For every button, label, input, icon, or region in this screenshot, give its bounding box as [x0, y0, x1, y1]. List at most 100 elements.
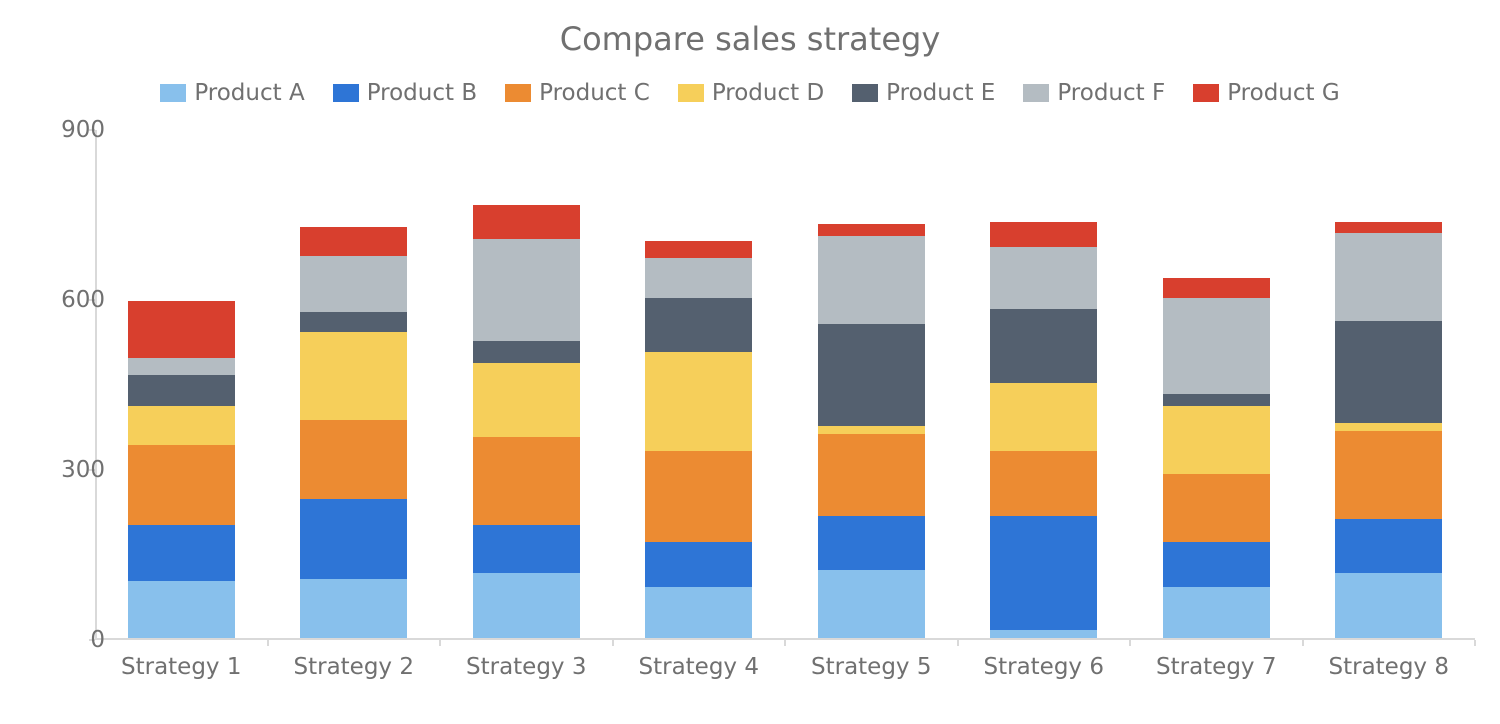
x-tick-mark [1474, 640, 1476, 646]
legend-swatch [1023, 84, 1049, 102]
bar-segment[interactable] [645, 587, 752, 638]
chart-title: Compare sales strategy [0, 20, 1500, 58]
bar-segment[interactable] [300, 499, 407, 578]
bar-segment[interactable] [300, 256, 407, 313]
x-tick-mark [784, 640, 786, 646]
bar-segment[interactable] [818, 324, 925, 426]
x-tick-mark [1129, 640, 1131, 646]
y-tick-label: 600 [35, 287, 105, 313]
bar-segment[interactable] [1163, 474, 1270, 542]
bar-segment[interactable] [645, 352, 752, 451]
bar-segment[interactable] [300, 332, 407, 420]
x-tick-label: Strategy 1 [121, 654, 242, 680]
legend-swatch [333, 84, 359, 102]
legend-label: Product G [1227, 80, 1339, 106]
bar-segment[interactable] [300, 227, 407, 255]
legend-label: Product D [712, 80, 824, 106]
bar-segment[interactable] [473, 525, 580, 573]
bar-segment[interactable] [990, 630, 1097, 639]
bar-segment[interactable] [473, 341, 580, 364]
bar-segment[interactable] [645, 241, 752, 258]
bar-segment[interactable] [1335, 423, 1442, 432]
bar-segment[interactable] [473, 205, 580, 239]
bar-segment[interactable] [1335, 431, 1442, 519]
legend-swatch [852, 84, 878, 102]
legend-label: Product C [539, 80, 650, 106]
legend-label: Product A [194, 80, 304, 106]
bar-segment[interactable] [1163, 298, 1270, 394]
bar-segment[interactable] [645, 258, 752, 298]
x-tick-mark [612, 640, 614, 646]
y-tick-label: 300 [35, 457, 105, 483]
bar-segment[interactable] [300, 312, 407, 332]
bar-segment[interactable] [1335, 573, 1442, 638]
x-tick-label: Strategy 3 [466, 654, 587, 680]
bar-segment[interactable] [128, 375, 235, 406]
legend-label: Product E [886, 80, 995, 106]
bar-segment[interactable] [1163, 542, 1270, 587]
bar-segment[interactable] [300, 420, 407, 499]
legend-item[interactable]: Product G [1193, 80, 1339, 106]
bar-segment[interactable] [990, 451, 1097, 516]
bar-segment[interactable] [1335, 233, 1442, 321]
y-axis-line [95, 130, 97, 640]
bar-segment[interactable] [645, 451, 752, 542]
y-tick-label: 900 [35, 117, 105, 143]
bar-segment[interactable] [128, 581, 235, 638]
bar-segment[interactable] [818, 434, 925, 516]
bar-segment[interactable] [818, 426, 925, 435]
legend-item[interactable]: Product F [1023, 80, 1165, 106]
bar-segment[interactable] [990, 516, 1097, 629]
x-tick-mark [439, 640, 441, 646]
bar-segment[interactable] [128, 525, 235, 582]
y-tick-label: 0 [35, 627, 105, 653]
bar-segment[interactable] [473, 437, 580, 525]
legend-item[interactable]: Product D [678, 80, 824, 106]
x-tick-label: Strategy 7 [1156, 654, 1277, 680]
bar-segment[interactable] [990, 247, 1097, 309]
legend-swatch [1193, 84, 1219, 102]
legend-item[interactable]: Product B [333, 80, 477, 106]
sales-strategy-chart: Compare sales strategy Product AProduct … [0, 0, 1500, 724]
bar-segment[interactable] [990, 222, 1097, 248]
bar-segment[interactable] [1335, 321, 1442, 423]
chart-plot-area: Strategy 1Strategy 2Strategy 3Strategy 4… [95, 130, 1475, 640]
bar-segment[interactable] [473, 363, 580, 437]
bar-segment[interactable] [645, 542, 752, 587]
bar-segment[interactable] [128, 445, 235, 524]
bar-segment[interactable] [128, 358, 235, 375]
x-tick-label: Strategy 5 [811, 654, 932, 680]
bar-segment[interactable] [473, 573, 580, 638]
bar-segment[interactable] [1163, 278, 1270, 298]
x-tick-label: Strategy 4 [639, 654, 760, 680]
legend-item[interactable]: Product E [852, 80, 995, 106]
bar-segment[interactable] [300, 579, 407, 639]
bar-segment[interactable] [1335, 519, 1442, 573]
bar-segment[interactable] [818, 516, 925, 570]
x-tick-label: Strategy 2 [294, 654, 415, 680]
legend-label: Product B [367, 80, 477, 106]
legend-item[interactable]: Product A [160, 80, 304, 106]
bar-segment[interactable] [990, 383, 1097, 451]
bar-segment[interactable] [645, 298, 752, 352]
bar-segment[interactable] [1335, 222, 1442, 233]
x-tick-mark [957, 640, 959, 646]
legend-swatch [505, 84, 531, 102]
bar-segment[interactable] [818, 236, 925, 324]
bar-segment[interactable] [1163, 394, 1270, 405]
x-tick-label: Strategy 6 [984, 654, 1105, 680]
bar-segment[interactable] [818, 224, 925, 235]
legend-item[interactable]: Product C [505, 80, 650, 106]
legend-label: Product F [1057, 80, 1165, 106]
bar-segment[interactable] [128, 406, 235, 446]
legend-swatch [678, 84, 704, 102]
x-tick-mark [1302, 640, 1304, 646]
bar-segment[interactable] [990, 309, 1097, 383]
x-tick-mark [267, 640, 269, 646]
bar-segment[interactable] [1163, 587, 1270, 638]
bar-segment[interactable] [1163, 406, 1270, 474]
chart-legend: Product A Product B Product C Product D Prod… [0, 80, 1500, 106]
bar-segment[interactable] [818, 570, 925, 638]
bar-segment[interactable] [473, 239, 580, 341]
bar-segment[interactable] [128, 301, 235, 358]
